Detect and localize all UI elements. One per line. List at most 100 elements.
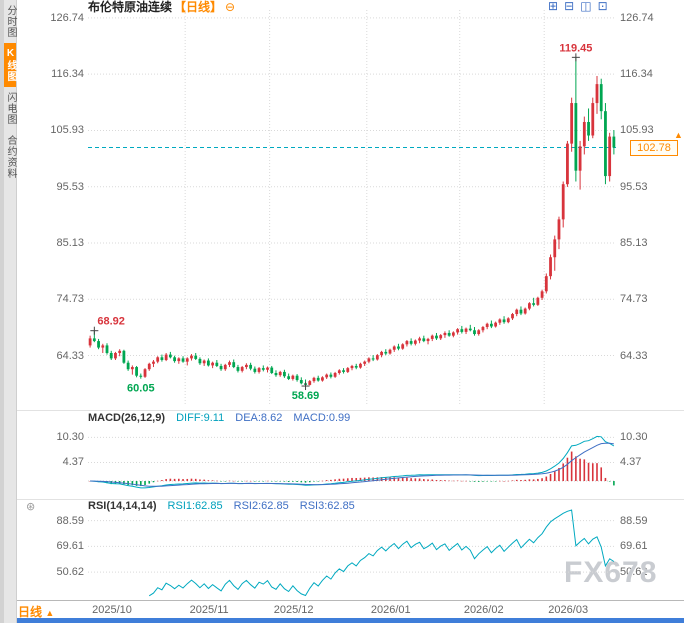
candle-body — [223, 364, 227, 370]
candle-body — [359, 363, 362, 368]
macd-hist-bar — [178, 478, 180, 482]
candle-body — [88, 338, 92, 346]
macd-hist-bar — [220, 481, 222, 482]
candle-body — [498, 319, 502, 323]
candle-body — [312, 377, 316, 382]
macd-hist-bar — [397, 477, 400, 482]
macd-hist-bar — [549, 473, 552, 482]
macd-hist-bar — [499, 480, 501, 482]
sidebar-tab-contract-info[interactable]: 合约资料 — [5, 135, 16, 179]
macd-hist-bar — [465, 480, 467, 482]
rsi-header: RSI(14,14,14) RSI1:62.85 RSI2:62.85 RSI3… — [88, 500, 355, 512]
macd-hist-bar — [482, 481, 484, 482]
period-selector[interactable]: 日线 ▲ — [18, 603, 54, 620]
macd-hist-bar — [258, 481, 260, 482]
axis-tick-label: 95.53 — [56, 180, 84, 193]
bottom-scrollbar[interactable] — [0, 618, 684, 623]
sidebar-tab-lightning[interactable]: 闪电图 — [5, 92, 16, 125]
indicator-settings-icon[interactable]: ⊛ — [26, 501, 36, 513]
price-marker-icon: ▲ — [674, 129, 683, 140]
macd-hist-bar — [165, 479, 167, 482]
macd-hist-bar — [545, 476, 548, 482]
candlestick-chart[interactable]: 68.92 60.05 58.69 119.45 — [88, 10, 616, 406]
macd-hist-bar — [608, 481, 611, 482]
layout-single-icon[interactable]: ⊡ — [597, 0, 608, 13]
candle-body — [587, 121, 590, 136]
candle-body — [147, 363, 151, 370]
axis-tick-label: 95.53 — [620, 180, 648, 193]
candle-body — [582, 121, 586, 147]
period-tag[interactable]: 【日线】 — [174, 0, 223, 14]
candle-body — [540, 291, 544, 298]
candle-body — [152, 361, 155, 364]
candle-body — [245, 364, 248, 368]
sidebar-tab-timeshare[interactable]: 分时图 — [5, 5, 16, 38]
candle-body — [130, 367, 134, 370]
macd-hist-bar — [135, 481, 138, 486]
candle-body — [350, 365, 354, 369]
macd-hist-bar — [169, 478, 172, 482]
macd-hist-bar — [507, 480, 510, 482]
current-price-label: 102.78 — [630, 139, 678, 156]
macd-hist-bar — [317, 481, 320, 482]
sidebar-tab-kline[interactable]: K线图 — [4, 43, 16, 87]
layout-split-icon[interactable]: ⊟ — [564, 0, 575, 13]
candle-body — [481, 327, 485, 331]
macd-chart[interactable] — [88, 428, 616, 498]
candle-body — [363, 361, 367, 364]
macd-hist-bar — [211, 480, 214, 482]
candle-body — [270, 367, 274, 373]
macd-hist-bar — [583, 459, 586, 482]
candle-body — [435, 335, 438, 339]
candle-body — [595, 84, 599, 104]
candle-body — [92, 338, 96, 342]
macd-hist-bar — [553, 471, 556, 482]
candle-body — [401, 344, 405, 349]
axis-tick-label: 74.73 — [620, 293, 648, 306]
macd-hist-bar — [228, 480, 231, 482]
macd-hist-bar — [469, 481, 472, 482]
rsi-line — [148, 509, 615, 597]
candle-body — [426, 338, 430, 342]
candle-body — [316, 377, 320, 381]
macd-hist-bar — [359, 477, 362, 482]
candle-body — [515, 309, 519, 315]
candle-body — [114, 352, 117, 359]
candle-body — [346, 368, 350, 372]
candle-body — [612, 136, 616, 148]
candle-body — [173, 357, 176, 362]
x-axis-month-label: 2025/12 — [273, 604, 314, 616]
sidebar-scrollbar[interactable] — [0, 0, 4, 623]
macd-hist-bar — [439, 480, 442, 482]
candle-body — [447, 332, 451, 336]
macd-hist-bar — [376, 477, 379, 482]
candle-body — [321, 377, 324, 381]
candle-body — [168, 354, 172, 358]
macd-hist-bar — [325, 480, 328, 482]
candle-body — [291, 375, 295, 379]
macd-hist-bar — [596, 463, 598, 482]
layout-grid-4-icon[interactable]: ⊞ — [548, 0, 559, 13]
candle-body — [194, 355, 198, 359]
macd-hist-bar — [300, 481, 303, 483]
macd-hist-bar — [587, 462, 590, 482]
candle-body — [257, 368, 261, 372]
candle-body — [473, 330, 476, 335]
axis-tick-label: 4.37 — [620, 456, 642, 469]
macd-hist-bar — [363, 477, 366, 482]
collapse-icon[interactable]: ⊖ — [225, 0, 236, 14]
candle-body — [295, 375, 299, 381]
macd-hist-bar — [393, 477, 396, 482]
candle-body — [219, 365, 223, 370]
rsi-chart[interactable] — [88, 509, 616, 600]
macd-hist-bar — [161, 480, 163, 482]
candle-body — [190, 355, 193, 359]
macd-hist-bar — [503, 481, 505, 482]
candle-body — [418, 338, 421, 341]
candle-body — [502, 319, 506, 323]
axis-tick-label: 105.93 — [50, 124, 84, 137]
macd-hist-bar — [304, 481, 307, 483]
layout-two-pane-icon[interactable]: ◫ — [580, 0, 592, 13]
candle-body — [489, 323, 493, 327]
macd-hist-bar — [321, 480, 324, 482]
